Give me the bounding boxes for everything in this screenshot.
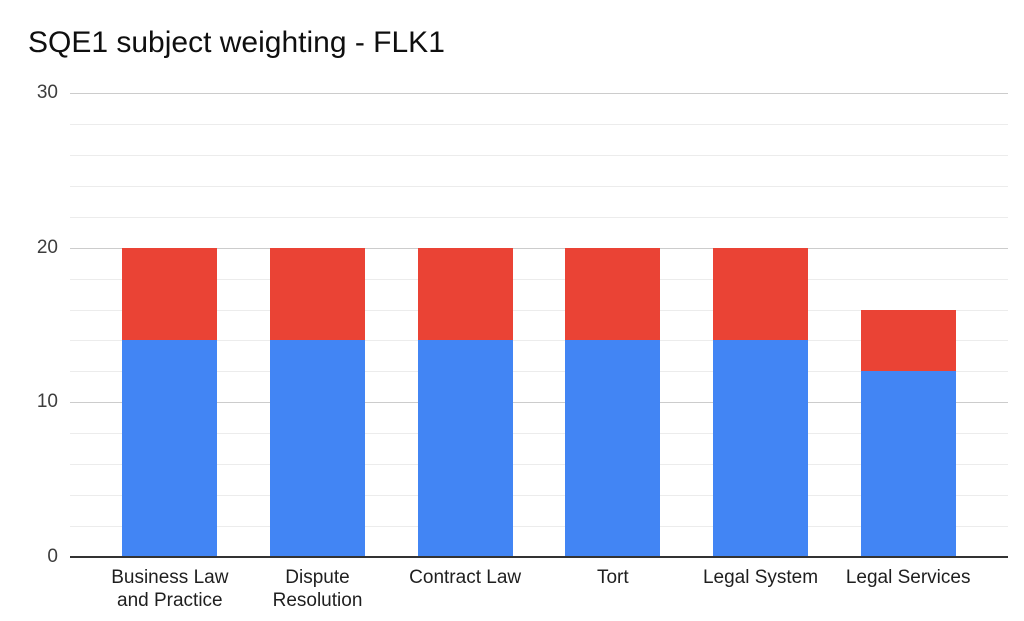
minor-gridline (70, 526, 1008, 528)
minor-gridline (70, 340, 1008, 342)
minor-gridline (70, 185, 1008, 187)
bar-segment-lower-segment-blue (565, 340, 661, 557)
x-axis-line (70, 556, 1008, 558)
bar-segment-lower-segment-blue (122, 340, 218, 557)
minor-gridline (70, 371, 1008, 373)
bar-segment-lower-segment-blue (860, 371, 956, 557)
bar-segment-lower-segment-blue (270, 340, 365, 557)
minor-gridline (70, 433, 1008, 435)
bar-segment-upper-segment-red (417, 247, 513, 341)
minor-gridline (70, 216, 1008, 218)
x-axis-category-label: Legal System (702, 567, 819, 588)
minor-gridline (70, 154, 1008, 156)
x-axis-category-label: Dispute Resolution (272, 567, 363, 611)
x-axis-category-label: Tort (596, 567, 629, 588)
x-axis-category-label: Business Law and Practice (111, 567, 229, 611)
minor-gridline (70, 464, 1008, 466)
minor-gridline (70, 278, 1008, 280)
major-gridline (70, 93, 1008, 94)
bar-segment-lower-segment-blue (417, 340, 513, 557)
x-axis-category-label: Contract Law (409, 567, 522, 588)
x-axis-category-label: Legal Services (845, 567, 971, 588)
y-axis-tick-label: 30 (36, 82, 58, 103)
minor-gridline (70, 123, 1008, 125)
minor-gridline (70, 495, 1008, 497)
plot-area (70, 93, 1008, 558)
y-axis-tick-label: 0 (47, 546, 58, 567)
minor-gridline (70, 309, 1008, 311)
bar-segment-upper-segment-red (713, 247, 808, 341)
major-gridline (70, 247, 1008, 249)
bar-segment-upper-segment-red (270, 247, 365, 341)
bar-segment-upper-segment-red (565, 247, 661, 341)
bar-segment-lower-segment-blue (713, 340, 808, 557)
y-axis-tick-label: 20 (36, 236, 58, 258)
bar-segment-upper-segment-red (860, 309, 956, 372)
chart-title: SQE1 subject weighting - FLK1 (28, 26, 445, 59)
major-gridline (70, 402, 1008, 404)
bar-segment-upper-segment-red (122, 247, 218, 341)
y-axis-tick-label: 10 (36, 391, 58, 413)
